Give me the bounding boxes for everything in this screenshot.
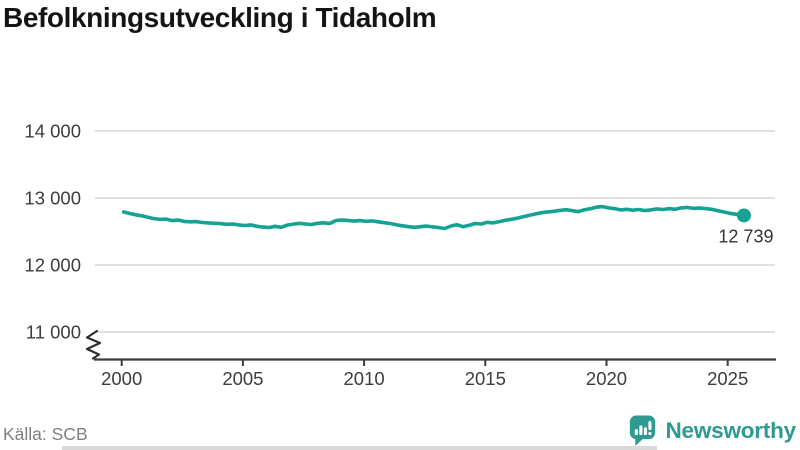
x-tick-label: 2020 xyxy=(586,368,627,389)
x-tick-label: 2000 xyxy=(101,368,142,389)
latest-point-marker xyxy=(736,208,751,223)
y-tick-label: 14 000 xyxy=(24,121,81,142)
population-line xyxy=(121,204,746,231)
newsworthy-wordmark: Newsworthy xyxy=(665,417,796,443)
x-tick-label: 2015 xyxy=(465,368,506,389)
newsworthy-logo[interactable]: Newsworthy xyxy=(628,414,796,447)
y-tick-label: 12 000 xyxy=(24,255,81,276)
y-tick-label: 13 000 xyxy=(24,188,81,209)
x-tick-label: 2005 xyxy=(222,368,263,389)
x-tick-label: 2010 xyxy=(344,368,385,389)
cropped-element-edge xyxy=(62,446,657,450)
latest-value-label: 12 739 xyxy=(718,226,773,246)
y-tick-label: 11 000 xyxy=(26,322,81,343)
source-note: Källa: SCB xyxy=(3,424,88,444)
axis-break-zigzag xyxy=(85,329,102,360)
chart-title: Befolkningsutveckling i Tidaholm xyxy=(3,2,437,33)
x-tick-label: 2025 xyxy=(707,368,748,389)
newsworthy-bubble-chart-icon xyxy=(630,415,656,446)
